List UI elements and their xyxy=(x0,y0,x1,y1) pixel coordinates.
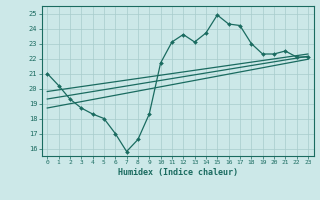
X-axis label: Humidex (Indice chaleur): Humidex (Indice chaleur) xyxy=(118,168,237,177)
